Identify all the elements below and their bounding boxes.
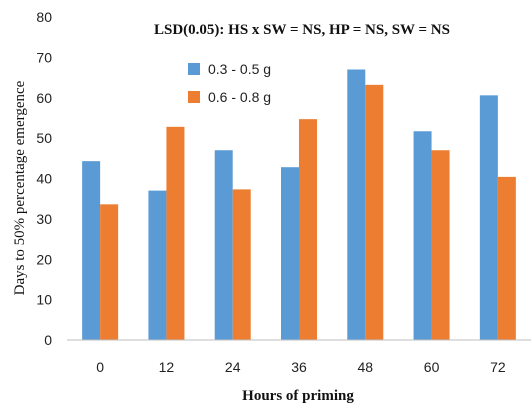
x-tick-label: 24 bbox=[225, 359, 241, 375]
bars bbox=[82, 69, 516, 341]
x-axis-ticks: 0 12 24 36 48 60 72 bbox=[96, 359, 506, 375]
x-tick-label: 0 bbox=[96, 359, 104, 375]
y-tick-label: 40 bbox=[36, 171, 52, 187]
y-tick-label: 80 bbox=[36, 9, 52, 25]
y-tick-label: 70 bbox=[36, 49, 52, 65]
legend-label: 0.3 - 0.5 g bbox=[208, 61, 271, 77]
bar-small-seed-48 bbox=[347, 69, 366, 341]
x-tick-label: 36 bbox=[291, 359, 307, 375]
y-tick-label: 30 bbox=[36, 211, 52, 227]
bar-small-seed-36 bbox=[281, 167, 299, 340]
x-axis-title: Hours of priming bbox=[242, 388, 354, 404]
bar-large-seed-72 bbox=[497, 176, 516, 340]
legend: 0.3 - 0.5 g 0.6 - 0.8 g bbox=[188, 61, 271, 105]
y-tick-label: 0 bbox=[44, 332, 52, 348]
x-tick-label: 48 bbox=[357, 359, 373, 375]
bar-large-seed-36 bbox=[299, 119, 317, 341]
legend-swatch bbox=[188, 91, 200, 103]
bar-large-seed-48 bbox=[365, 84, 384, 340]
y-tick-label: 60 bbox=[36, 90, 52, 106]
bar-small-seed-0 bbox=[82, 161, 101, 340]
y-tick-label: 20 bbox=[36, 251, 52, 267]
y-axis-ticks: 0 10 20 30 40 50 60 70 80 bbox=[36, 9, 52, 348]
bar-small-seed-72 bbox=[479, 95, 498, 340]
bar-large-seed-0 bbox=[100, 204, 119, 340]
bar-large-seed-24 bbox=[232, 189, 251, 340]
y-tick-label: 10 bbox=[36, 292, 52, 308]
bar-large-seed-60 bbox=[431, 150, 450, 340]
y-axis-title: Days to 50% percentage emergence bbox=[12, 80, 28, 295]
chart-title: LSD(0.05): HS x SW = NS, HP = NS, SW = N… bbox=[154, 22, 450, 38]
legend-swatch bbox=[188, 63, 200, 75]
x-tick-label: 72 bbox=[490, 359, 506, 375]
x-tick-label: 12 bbox=[159, 359, 175, 375]
bar-large-seed-12 bbox=[166, 126, 185, 340]
legend-label: 0.6 - 0.8 g bbox=[208, 89, 271, 105]
bar-small-seed-60 bbox=[413, 131, 432, 340]
x-tick-label: 60 bbox=[424, 359, 440, 375]
bar-small-seed-24 bbox=[214, 150, 233, 340]
y-tick-label: 50 bbox=[36, 130, 52, 146]
bar-small-seed-12 bbox=[148, 190, 167, 340]
